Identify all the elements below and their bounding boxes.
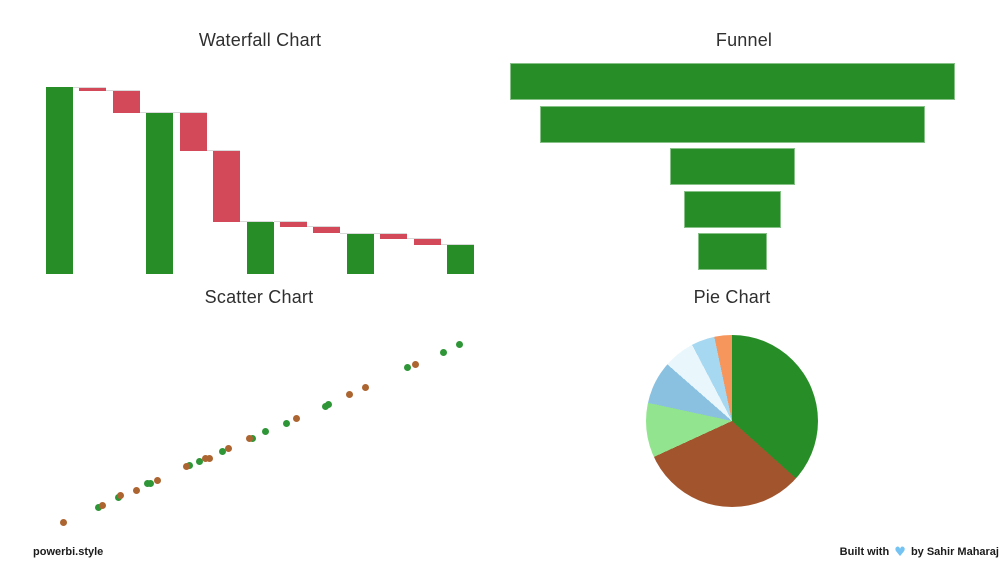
footer-credit: Built with ♥ by Sahir Maharaj [840,545,999,560]
scatter-point[interactable] [412,360,420,368]
waterfall-connector [373,232,408,234]
scatter-point[interactable] [361,384,369,392]
scatter-point[interactable] [325,400,333,408]
footer-credit-prefix: Built with [839,546,890,558]
scatter-point[interactable] [153,477,161,485]
waterfall-connector [340,232,374,234]
waterfall-bar-decrease[interactable] [313,227,341,233]
waterfall-chart-title: Waterfall Chart [198,30,322,50]
waterfall-bar-decrease[interactable] [213,150,241,222]
scatter-point[interactable] [60,518,68,526]
funnel-stage-bar[interactable] [669,148,795,185]
scatter-point[interactable] [456,341,464,349]
waterfall-bar-decrease[interactable] [380,233,408,240]
blue-heart-icon: ♥ [894,545,906,560]
footer-credit-suffix: by Sahir Maharaj [910,546,999,558]
funnel-stage-bar[interactable] [683,190,781,228]
scatter-chart-title: Scatter Chart [204,287,314,307]
scatter-point[interactable] [282,419,290,427]
scatter-point[interactable] [262,427,270,435]
waterfall-connector [173,112,207,114]
waterfall-bar-total[interactable] [346,233,374,274]
scatter-point[interactable] [218,448,226,456]
funnel-plot [510,63,955,270]
scatter-point[interactable] [292,415,300,423]
scatter-point[interactable] [183,463,191,471]
waterfall-bar-decrease[interactable] [79,87,107,91]
waterfall-bar-total[interactable] [246,221,274,274]
scatter-point[interactable] [116,492,124,500]
scatter-point[interactable] [321,402,329,410]
waterfall-connector [206,149,241,151]
waterfall-connector [139,112,174,114]
waterfall-connector [73,87,107,88]
funnel-chart-title: Funnel [715,30,773,50]
waterfall-connector [106,89,140,91]
scatter-point[interactable] [346,390,354,398]
scatter-plot [50,340,470,526]
waterfall-bar-total[interactable] [447,245,474,274]
waterfall-connector [273,220,307,222]
scatter-point[interactable] [195,458,203,466]
footer-brand: powerbi.style [33,546,104,558]
scatter-point[interactable] [404,364,412,372]
waterfall-connector [306,226,341,228]
pie-chart-title: Pie Chart [693,287,771,307]
waterfall-bar-decrease[interactable] [413,239,441,245]
funnel-stage-bar[interactable] [540,105,925,143]
waterfall-plot [46,87,474,274]
scatter-point[interactable] [205,454,213,462]
waterfall-connector [440,244,474,245]
funnel-stage-bar[interactable] [697,233,768,270]
waterfall-bar-decrease[interactable] [179,113,207,151]
waterfall-bar-decrease[interactable] [279,221,307,228]
waterfall-connector [240,220,274,222]
waterfall-bar-total[interactable] [146,113,174,274]
scatter-point[interactable] [439,348,447,356]
scatter-point[interactable] [249,434,257,442]
scatter-point[interactable] [143,480,151,488]
pie-slices[interactable] [646,335,818,507]
scatter-point[interactable] [147,479,155,487]
waterfall-connector [407,238,441,240]
waterfall-bar-total[interactable] [46,87,73,274]
scatter-point[interactable] [132,486,140,494]
waterfall-bar-decrease[interactable] [112,90,140,114]
scatter-point[interactable] [225,444,233,452]
scatter-point[interactable] [94,503,102,511]
funnel-stage-bar[interactable] [510,63,955,100]
scatter-point[interactable] [99,501,107,509]
scatter-point[interactable] [245,435,253,443]
